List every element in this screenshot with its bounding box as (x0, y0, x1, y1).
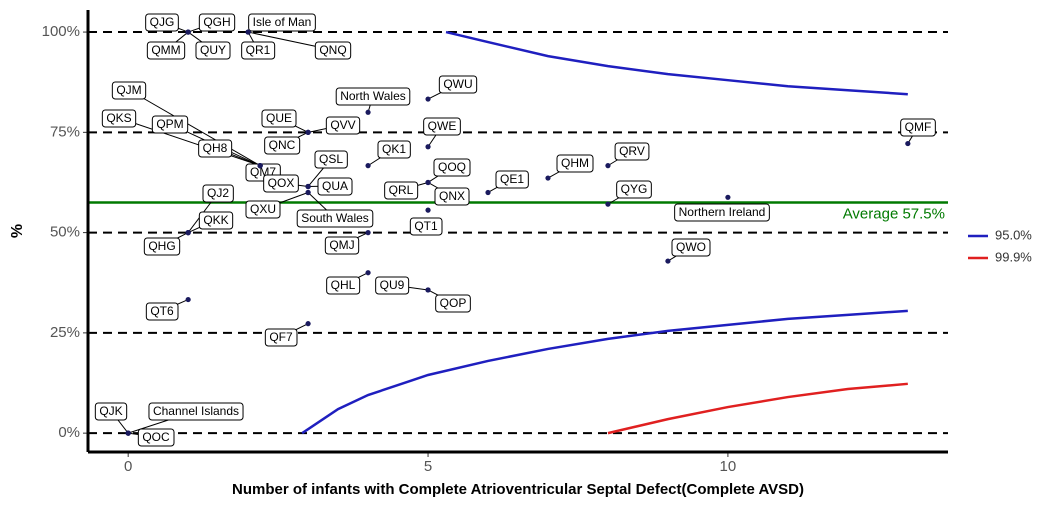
point-label: QHG (148, 239, 175, 253)
legend-label: 95.0% (995, 227, 1032, 242)
y-tick-label: 100% (42, 23, 80, 40)
point-label: QJK (99, 404, 122, 418)
average-label: Average 57.5% (843, 205, 945, 222)
point-label: Isle of Man (253, 15, 312, 29)
point (186, 297, 191, 302)
point (605, 202, 610, 207)
legend-label: 99.9% (995, 249, 1032, 264)
point (305, 184, 310, 189)
funnel-line (302, 311, 908, 433)
point-label: QPM (156, 117, 183, 131)
point (365, 230, 370, 235)
point-label: QMF (905, 120, 932, 134)
point-label: QK1 (382, 142, 406, 156)
point-label: QE1 (500, 172, 524, 186)
point-label: QUA (322, 179, 348, 193)
point-label: QOQ (438, 160, 466, 174)
point-label: Channel Islands (153, 404, 239, 418)
labels: QJG QMM QGH QUY Isle of Man QR1 QNQ QJM QKS QPM QH… (95, 14, 935, 446)
point (186, 230, 191, 235)
point-label: QKS (106, 111, 131, 125)
point-label: QJM (116, 83, 141, 97)
point (126, 431, 131, 436)
point-label: North Wales (340, 89, 406, 103)
point (305, 130, 310, 135)
point (258, 163, 263, 168)
point (305, 190, 310, 195)
point-label: QU9 (380, 278, 405, 292)
point-label: QT6 (150, 304, 174, 318)
point-label: QNX (439, 189, 465, 203)
funnel-line (608, 384, 908, 433)
point-label: QNQ (319, 43, 346, 57)
point-label: QUE (266, 111, 292, 125)
point-label: Northern Ireland (679, 205, 766, 219)
point (425, 287, 430, 292)
point-label: QYG (621, 182, 648, 196)
point-label: QOC (142, 430, 170, 444)
point (246, 29, 251, 34)
point (425, 180, 430, 185)
point-label: QRV (619, 144, 645, 158)
point-label: QNC (269, 138, 296, 152)
y-axis-label: % (9, 224, 26, 238)
point-label: QMM (151, 43, 180, 57)
point-label: QSL (319, 152, 343, 166)
point (365, 110, 370, 115)
x-axis-label: Number of infants with Complete Atrioven… (232, 481, 804, 498)
point-label: QHM (561, 156, 589, 170)
point-label: QJ2 (207, 186, 229, 200)
point (365, 163, 370, 168)
point-label: QVV (330, 118, 355, 132)
point (905, 141, 910, 146)
point-label: QKK (203, 213, 228, 227)
y-tick-label: 25% (50, 324, 80, 341)
point-label: QWE (428, 119, 457, 133)
point-label: QWO (676, 240, 706, 254)
point-label: QJG (150, 15, 175, 29)
x-tick-label: 10 (720, 458, 737, 475)
point-label: QOP (440, 296, 467, 310)
point (725, 195, 730, 200)
point-label: QR1 (246, 43, 271, 57)
point-label: QF7 (269, 330, 293, 344)
point (605, 163, 610, 168)
point-label: QOX (268, 176, 295, 190)
point (545, 175, 550, 180)
point-label: QMJ (329, 238, 354, 252)
y-tick-label: 50% (50, 224, 80, 241)
point (665, 258, 670, 263)
point (425, 208, 430, 213)
y-tick-label: 75% (50, 123, 80, 140)
point (365, 270, 370, 275)
point-label: QH8 (203, 141, 228, 155)
point-label: QWU (443, 77, 472, 91)
point-label: QGH (203, 15, 230, 29)
point (425, 144, 430, 149)
point (485, 190, 490, 195)
point-label: QUY (200, 43, 226, 57)
point-label: QRL (389, 183, 414, 197)
point (425, 96, 430, 101)
point (186, 29, 191, 34)
point (305, 321, 310, 326)
point-label: South Wales (301, 211, 369, 225)
point-label: QT1 (414, 219, 438, 233)
x-tick-label: 5 (424, 458, 432, 475)
y-tick-label: 0% (58, 424, 80, 441)
point-label: QXU (250, 202, 276, 216)
x-tick-label: 0 (124, 458, 132, 475)
point-label: QHL (331, 278, 356, 292)
funnel-line (446, 32, 908, 94)
